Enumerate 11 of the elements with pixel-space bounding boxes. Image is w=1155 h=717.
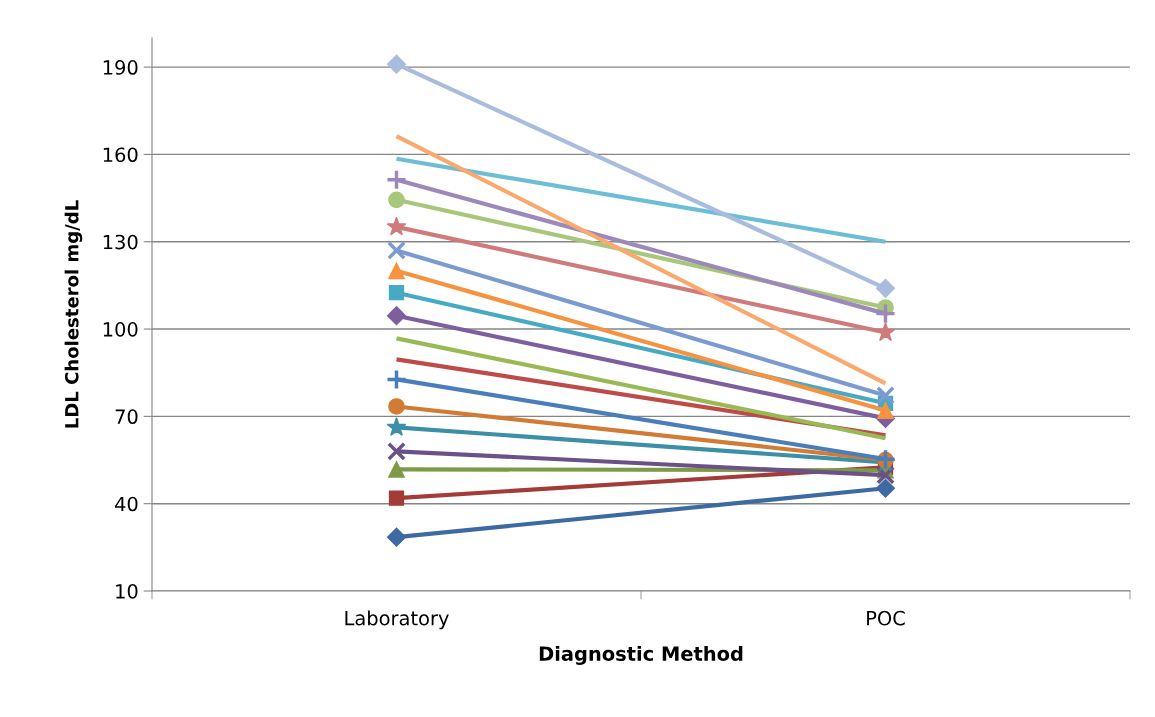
y-tick-label: 10 [116, 583, 138, 599]
y-tick-label: 100 [103, 322, 138, 337]
y-tick-label: 160 [103, 147, 138, 163]
y-axis-title: LDL Cholesterol mg/dL [64, 200, 83, 428]
x-tick-label: POC [867, 610, 905, 626]
x-axis-title: Diagnostic Method [539, 645, 743, 665]
x-tick-label: Laboratory [345, 610, 449, 630]
y-tick-label: 40 [115, 496, 138, 512]
y-tick-label: 190 [103, 60, 138, 75]
y-tick-label: 130 [103, 234, 138, 250]
y-tick-label: 70 [115, 409, 138, 425]
